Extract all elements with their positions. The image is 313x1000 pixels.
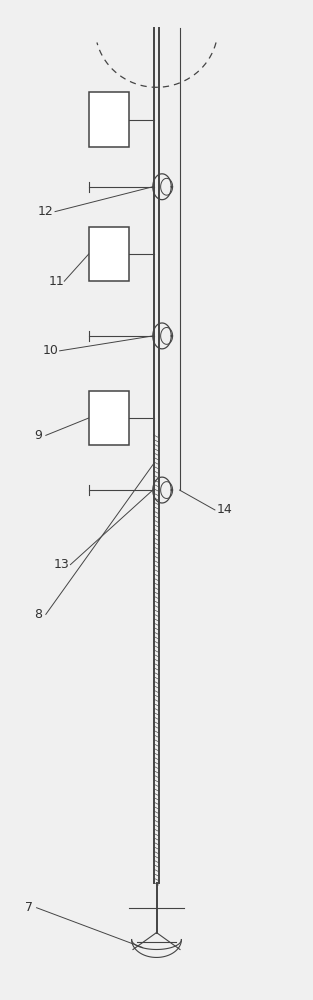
Text: 11: 11 xyxy=(49,275,64,288)
Text: 14: 14 xyxy=(216,503,232,516)
Text: 13: 13 xyxy=(53,558,69,571)
Text: 8: 8 xyxy=(34,608,42,621)
Bar xyxy=(89,227,129,281)
Bar xyxy=(89,92,129,147)
Text: 12: 12 xyxy=(38,205,54,218)
Bar xyxy=(89,391,129,445)
Text: 9: 9 xyxy=(34,429,42,442)
Text: 7: 7 xyxy=(25,901,33,914)
Text: 10: 10 xyxy=(43,344,58,357)
